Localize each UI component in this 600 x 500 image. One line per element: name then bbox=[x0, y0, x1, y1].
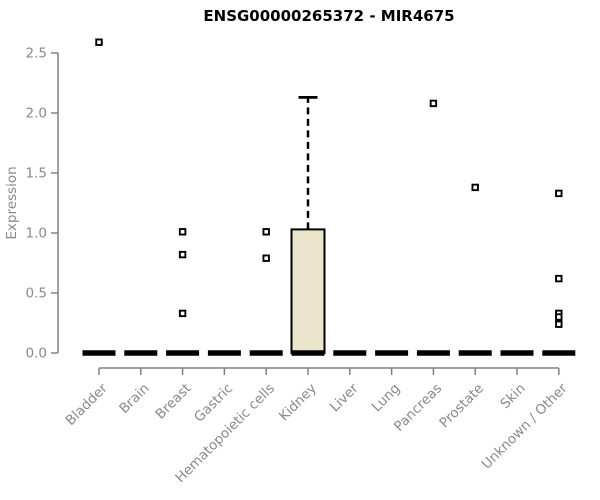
chart-title: ENSG00000265372 - MIR4675 bbox=[203, 7, 454, 25]
boxplot-skin bbox=[500, 350, 534, 356]
y-axis-label: Expression bbox=[4, 166, 20, 239]
boxplot-gastric bbox=[207, 350, 241, 356]
x-category-label: Prostate bbox=[436, 381, 487, 432]
boxplot-bladder bbox=[82, 38, 116, 356]
box-marks bbox=[82, 38, 576, 356]
outlier-point bbox=[555, 274, 563, 283]
outlier-point bbox=[471, 183, 479, 192]
outlier-point bbox=[429, 99, 438, 108]
median-bar bbox=[542, 350, 576, 356]
y-tick-label: 0.5 bbox=[26, 286, 47, 302]
boxplot-lung bbox=[375, 350, 409, 356]
x-category-label: Breast bbox=[152, 381, 194, 423]
median-bar bbox=[375, 350, 409, 356]
box-rect bbox=[290, 228, 326, 354]
y-tick-label: 2.0 bbox=[26, 106, 47, 122]
median-bar bbox=[333, 350, 367, 356]
boxplot-hematopoietic-cells bbox=[249, 228, 283, 356]
x-category-label: Kidney bbox=[276, 381, 320, 425]
x-category-label: Bladder bbox=[63, 380, 112, 429]
median-bar bbox=[207, 350, 241, 356]
median-bar bbox=[458, 350, 492, 356]
x-category-label: Skin bbox=[497, 381, 529, 413]
outlier-point bbox=[95, 38, 103, 46]
median-bar bbox=[249, 350, 283, 356]
x-category-label: Lung bbox=[369, 381, 404, 416]
outlier-point bbox=[178, 228, 187, 236]
boxplot-brain bbox=[124, 350, 158, 356]
y-tick-label: 1.0 bbox=[26, 226, 47, 242]
outlier-point bbox=[555, 313, 563, 321]
x-category-label: Liver bbox=[327, 380, 362, 415]
x-category-label: Brain bbox=[116, 381, 152, 417]
median-bar bbox=[166, 350, 200, 356]
median-bar bbox=[500, 350, 534, 356]
median-bar bbox=[291, 350, 325, 356]
median-bar bbox=[416, 350, 450, 356]
boxplot-unknown-other bbox=[542, 189, 576, 356]
boxplot-liver bbox=[333, 350, 367, 356]
boxplot-pancreas bbox=[416, 99, 450, 356]
outlier-point bbox=[262, 254, 270, 262]
y-tick-label: 2.5 bbox=[26, 46, 47, 62]
median-bar bbox=[124, 350, 158, 356]
median-bar bbox=[82, 350, 116, 356]
outlier-point bbox=[555, 189, 563, 198]
outlier-point bbox=[555, 320, 563, 328]
y-tick-label: 1.5 bbox=[26, 166, 47, 182]
boxplot-kidney bbox=[290, 96, 326, 356]
y-tick-label: 0.0 bbox=[26, 346, 47, 362]
outlier-point bbox=[178, 250, 187, 259]
boxplot-prostate bbox=[458, 183, 492, 356]
outlier-point bbox=[262, 228, 270, 236]
outlier-point bbox=[178, 309, 187, 318]
boxplot-breast bbox=[166, 228, 200, 356]
